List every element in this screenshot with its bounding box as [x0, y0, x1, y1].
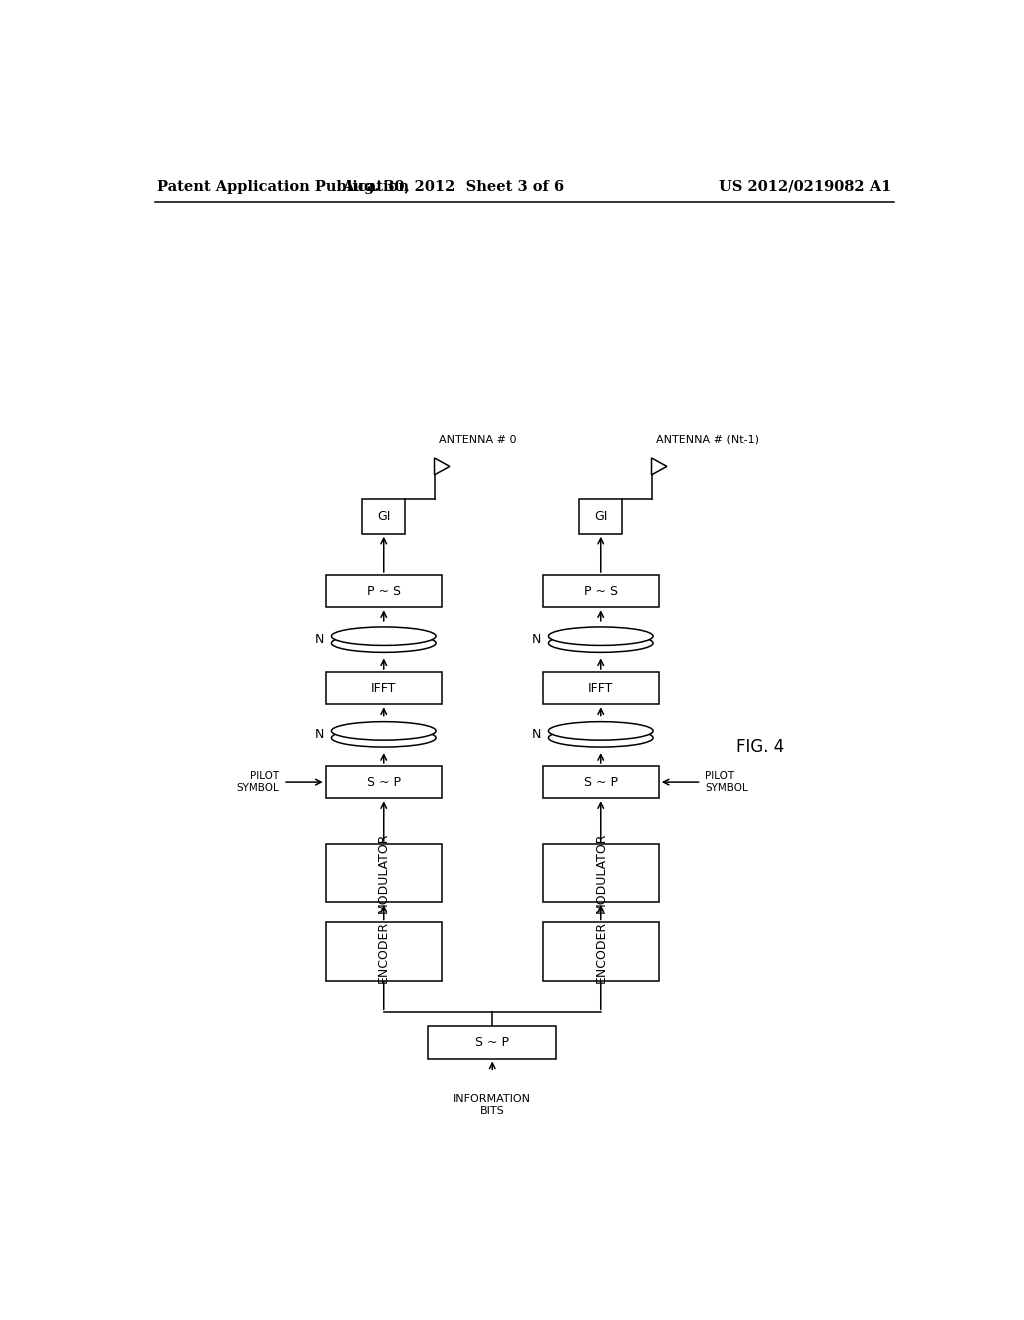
Text: Patent Application Publication: Patent Application Publication	[158, 180, 410, 194]
Bar	[543, 672, 658, 705]
Text: S ~ P: S ~ P	[475, 1036, 509, 1049]
Bar	[326, 923, 442, 981]
Text: PILOT
SYMBOL: PILOT SYMBOL	[237, 771, 280, 793]
Ellipse shape	[549, 634, 653, 652]
Bar	[428, 1026, 556, 1059]
Text: N: N	[314, 634, 324, 647]
Ellipse shape	[332, 722, 436, 741]
Bar	[326, 766, 442, 799]
Polygon shape	[651, 458, 667, 475]
Text: P ~ S: P ~ S	[367, 585, 400, 598]
Text: ENCODER: ENCODER	[594, 920, 607, 982]
Bar	[580, 499, 622, 533]
Text: Aug. 30, 2012  Sheet 3 of 6: Aug. 30, 2012 Sheet 3 of 6	[342, 180, 564, 194]
Ellipse shape	[549, 722, 653, 741]
Bar	[543, 766, 658, 799]
Text: N: N	[531, 727, 541, 741]
Text: S ~ P: S ~ P	[367, 776, 400, 788]
Ellipse shape	[332, 627, 436, 645]
Bar	[326, 576, 442, 607]
Bar	[362, 499, 406, 533]
Text: S ~ P: S ~ P	[584, 776, 617, 788]
Text: MODULATOR: MODULATOR	[377, 833, 390, 913]
Bar	[326, 843, 442, 902]
Text: MODULATOR: MODULATOR	[594, 833, 607, 913]
Text: P ~ S: P ~ S	[584, 585, 617, 598]
Text: IFFT: IFFT	[588, 681, 613, 694]
Text: IFFT: IFFT	[371, 681, 396, 694]
Text: N: N	[531, 634, 541, 647]
Text: ANTENNA # (Nt-1): ANTENNA # (Nt-1)	[656, 434, 759, 445]
Bar	[543, 923, 658, 981]
Ellipse shape	[332, 634, 436, 652]
Ellipse shape	[332, 729, 436, 747]
Bar	[326, 672, 442, 705]
Text: GI: GI	[377, 510, 390, 523]
Text: N: N	[314, 727, 324, 741]
Ellipse shape	[549, 729, 653, 747]
Bar	[543, 843, 658, 902]
Text: FIG. 4: FIG. 4	[736, 738, 784, 756]
Text: ANTENNA # 0: ANTENNA # 0	[439, 434, 517, 445]
Bar	[543, 576, 658, 607]
Polygon shape	[434, 458, 450, 475]
Ellipse shape	[549, 627, 653, 645]
Text: INFORMATION
BITS: INFORMATION BITS	[454, 1094, 531, 1115]
Text: GI: GI	[594, 510, 607, 523]
Text: US 2012/0219082 A1: US 2012/0219082 A1	[719, 180, 891, 194]
Text: ENCODER: ENCODER	[377, 920, 390, 982]
Text: PILOT
SYMBOL: PILOT SYMBOL	[706, 771, 749, 793]
